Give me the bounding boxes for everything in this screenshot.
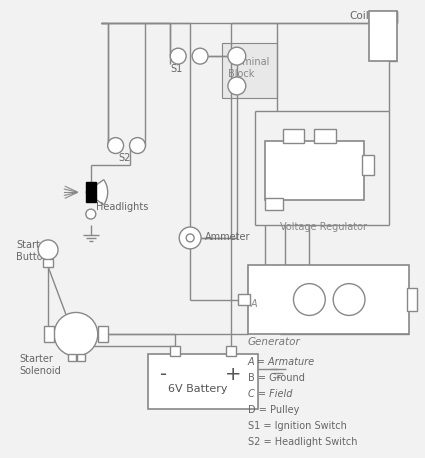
Bar <box>226 346 236 356</box>
Bar <box>265 141 364 200</box>
Text: B = Ground: B = Ground <box>248 373 305 383</box>
Text: D = Pulley: D = Pulley <box>248 405 299 415</box>
Bar <box>407 288 416 311</box>
Bar <box>238 294 250 305</box>
Text: 6V Battery: 6V Battery <box>168 384 228 394</box>
Circle shape <box>130 137 145 153</box>
Bar <box>314 129 336 142</box>
Bar <box>86 182 96 202</box>
Bar <box>77 354 85 361</box>
Bar <box>170 346 180 356</box>
Bar <box>369 11 397 61</box>
Bar <box>265 198 283 210</box>
Bar <box>44 327 54 342</box>
Circle shape <box>54 312 98 356</box>
Bar <box>148 354 258 409</box>
Circle shape <box>186 234 194 242</box>
Text: D: D <box>411 294 418 305</box>
Text: C: C <box>345 294 353 305</box>
Bar <box>362 155 374 175</box>
Text: S1 = Ignition Switch: S1 = Ignition Switch <box>248 421 347 431</box>
Bar <box>43 259 53 267</box>
Circle shape <box>38 240 58 260</box>
Text: -: - <box>160 365 167 383</box>
Text: B: B <box>306 294 313 305</box>
Text: I: I <box>74 328 78 341</box>
Text: A = Armature: A = Armature <box>248 357 315 367</box>
Bar <box>68 354 76 361</box>
Circle shape <box>192 48 208 64</box>
Text: S1: S1 <box>170 64 182 74</box>
Circle shape <box>228 47 246 65</box>
Circle shape <box>86 209 96 219</box>
Bar <box>283 129 304 142</box>
Circle shape <box>170 48 186 64</box>
Circle shape <box>294 284 325 316</box>
Text: S2 = Headlight Switch: S2 = Headlight Switch <box>248 436 357 447</box>
Bar <box>98 327 108 342</box>
Text: A: A <box>251 299 258 309</box>
Bar <box>222 43 277 98</box>
Text: Voltage Regulator: Voltage Regulator <box>280 222 366 232</box>
Text: Generator: Generator <box>248 337 300 347</box>
Bar <box>248 265 409 334</box>
Text: S2: S2 <box>119 153 131 164</box>
Text: +: + <box>225 365 241 383</box>
Circle shape <box>179 227 201 249</box>
Circle shape <box>108 137 124 153</box>
Text: C = Field: C = Field <box>248 389 292 399</box>
Text: Coil: Coil <box>349 11 369 22</box>
Text: Ammeter: Ammeter <box>205 232 251 242</box>
Circle shape <box>228 77 246 95</box>
Text: Starter
Button: Starter Button <box>16 240 50 262</box>
Text: Terminal
Block: Terminal Block <box>228 57 269 79</box>
Text: Headlights: Headlights <box>96 202 148 212</box>
Circle shape <box>333 284 365 316</box>
Text: Starter
Solenoid: Starter Solenoid <box>19 354 61 376</box>
Wedge shape <box>86 180 108 205</box>
